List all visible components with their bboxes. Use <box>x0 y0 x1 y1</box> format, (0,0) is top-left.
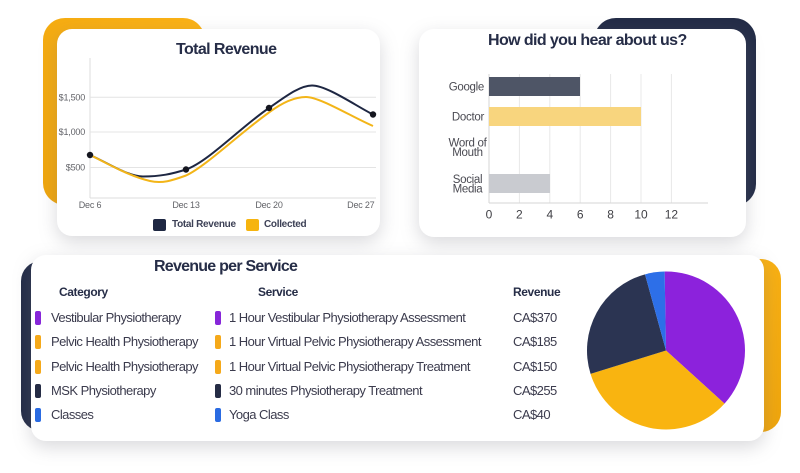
svg-text:12: 12 <box>665 208 679 222</box>
svg-text:$1,000: $1,000 <box>59 127 86 137</box>
svg-text:4: 4 <box>546 208 553 222</box>
svg-text:Dec 13: Dec 13 <box>172 200 200 210</box>
svg-text:Dec 6: Dec 6 <box>79 200 102 210</box>
svg-text:Media: Media <box>453 183 484 195</box>
svg-text:Dec 20: Dec 20 <box>255 200 283 210</box>
svg-text:Word of: Word of <box>449 137 488 149</box>
svg-text:$500: $500 <box>66 163 85 173</box>
svg-text:$1,500: $1,500 <box>59 92 86 102</box>
svg-text:10: 10 <box>634 208 648 222</box>
svg-text:Social: Social <box>453 174 483 186</box>
svg-text:Dec 27: Dec 27 <box>347 200 375 210</box>
svg-text:6: 6 <box>577 208 584 222</box>
svg-text:2: 2 <box>516 208 523 222</box>
svg-text:8: 8 <box>607 208 614 222</box>
svg-text:0: 0 <box>486 208 493 222</box>
svg-text:Mouth: Mouth <box>452 147 482 159</box>
svg-text:Doctor: Doctor <box>452 112 485 124</box>
svg-text:Google: Google <box>449 82 484 94</box>
